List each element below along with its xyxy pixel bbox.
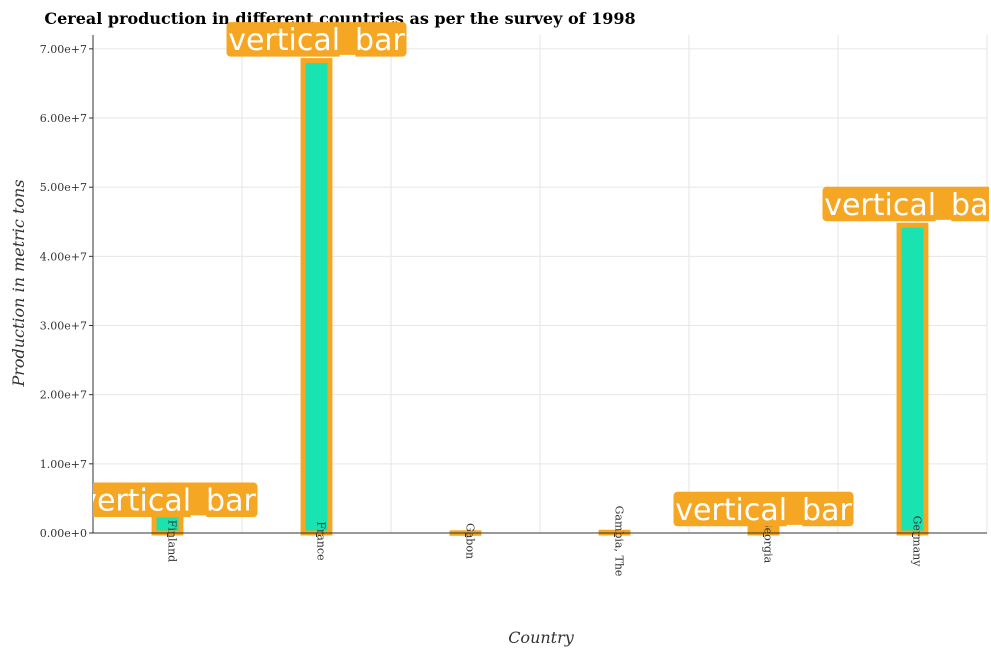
x-tick-label: Gabon (464, 523, 477, 559)
y-tick-label: 2.00e+7 (40, 389, 87, 402)
bars (151, 58, 929, 536)
annotations: vertical_barvertical_barvertical_barvert… (79, 22, 991, 528)
x-tick-label: Germany (911, 516, 924, 568)
annotation-box (93, 482, 258, 518)
y-axis-title: Production in metric tons (9, 179, 28, 387)
chart-title: Cereal production in different countries… (44, 9, 635, 28)
y-tick-label: 0.00e+0 (40, 527, 87, 540)
axes: 0.00e+0 1.00e+7 2.00e+7 3.00e+7 4.00e+7 5.00e… (40, 35, 987, 576)
annotation-label: vertical_bar (824, 188, 991, 223)
annotation-box (822, 186, 989, 222)
x-tick-label: Finland (166, 520, 179, 562)
y-tick-label: 1.00e+7 (40, 458, 87, 471)
x-tick-label: Georgia (762, 519, 775, 564)
y-tick-label: 7.00e+7 (40, 43, 87, 56)
x-tick-label: France (315, 521, 328, 560)
grid (92, 35, 988, 534)
annotation-label: vertical_bar (228, 23, 405, 58)
y-tick-label: 5.00e+7 (40, 181, 87, 194)
annotation-box (226, 22, 407, 57)
y-tick-label: 6.00e+7 (40, 112, 87, 125)
annotation-group: vertical_barvertical_barvertical_barvert… (79, 22, 991, 528)
bar-germany (896, 222, 929, 536)
annotation-box (673, 491, 854, 527)
y-tick-label: 3.00e+7 (40, 320, 87, 333)
annotation-label: vertical_bar (675, 493, 852, 528)
annotation-label: vertical_bar (79, 484, 256, 519)
x-tick-label: Gambia, The (613, 506, 626, 577)
bar-france (300, 58, 333, 536)
x-axis-title: Country (508, 628, 575, 647)
y-tick-label: 4.00e+7 (40, 250, 87, 263)
